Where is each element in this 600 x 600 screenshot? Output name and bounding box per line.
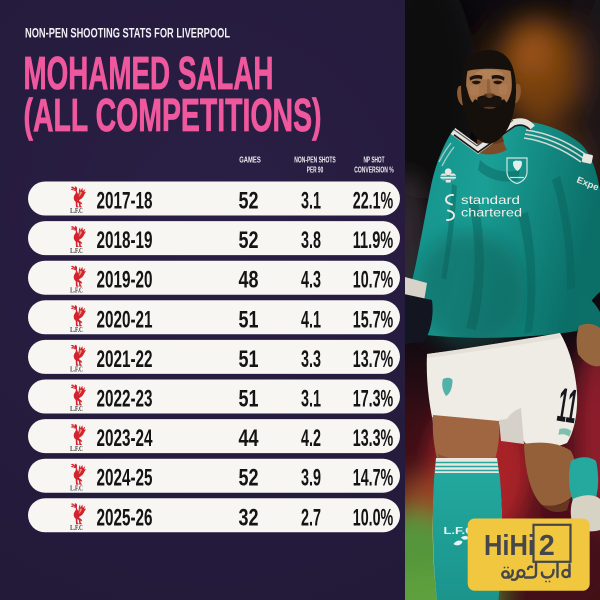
svg-text:3.1: 3.1 — [301, 386, 321, 413]
svg-text:4.1: 4.1 — [301, 306, 321, 333]
svg-text:51: 51 — [239, 386, 259, 413]
svg-text:L.F.C: L.F.C — [70, 483, 83, 492]
svg-text:2023-24: 2023-24 — [97, 425, 153, 452]
svg-text:L.F.C: L.F.C — [70, 246, 83, 255]
svg-text:chartered: chartered — [461, 206, 522, 220]
svg-text:2024-25: 2024-25 — [97, 465, 153, 492]
svg-text:13.3%: 13.3% — [353, 425, 394, 452]
svg-text:15.7%: 15.7% — [353, 306, 394, 333]
svg-text:NON-PEN SHOOTING STATS FOR LIV: NON-PEN SHOOTING STATS FOR LIVERPOOL — [25, 25, 230, 41]
svg-text:2019-20: 2019-20 — [97, 267, 153, 294]
svg-text:L.F.C: L.F.C — [70, 404, 83, 413]
svg-text:44: 44 — [239, 425, 259, 452]
svg-text:3.1: 3.1 — [301, 188, 321, 215]
svg-text:L.F.C: L.F.C — [70, 325, 83, 334]
svg-text:2021-22: 2021-22 — [97, 346, 153, 373]
svg-text:22.1%: 22.1% — [353, 188, 394, 215]
svg-text:32: 32 — [239, 504, 259, 531]
svg-text:3.3: 3.3 — [301, 346, 321, 373]
svg-text:standard: standard — [461, 193, 520, 207]
svg-text:4.2: 4.2 — [301, 425, 321, 452]
svg-text:14.7%: 14.7% — [353, 465, 394, 492]
svg-text:4.3: 4.3 — [301, 267, 321, 294]
svg-text:L.F.C: L.F.C — [70, 523, 83, 532]
svg-text:13.7%: 13.7% — [353, 346, 394, 373]
svg-text:(ALL COMPETITIONS): (ALL COMPETITIONS) — [24, 89, 322, 141]
svg-text:2: 2 — [539, 530, 555, 562]
svg-text:52: 52 — [239, 465, 259, 492]
svg-text:3.8: 3.8 — [301, 227, 321, 254]
svg-text:2017-18: 2017-18 — [97, 188, 153, 215]
svg-text:HiHi: HiHi — [484, 530, 535, 562]
svg-text:2018-19: 2018-19 — [97, 227, 153, 254]
svg-text:52: 52 — [239, 227, 259, 254]
svg-text:51: 51 — [239, 346, 259, 373]
svg-text:NP SHOT: NP SHOT — [364, 155, 385, 164]
svg-text:52: 52 — [239, 188, 259, 215]
svg-text:MOHAMED SALAH: MOHAMED SALAH — [24, 47, 274, 99]
svg-text:2022-23: 2022-23 — [97, 386, 153, 413]
svg-text:L.F.C: L.F.C — [70, 206, 83, 215]
svg-text:2.7: 2.7 — [301, 504, 321, 531]
svg-text:10.7%: 10.7% — [353, 267, 394, 294]
svg-text:L.F.C: L.F.C — [70, 285, 83, 294]
svg-text:GAMES: GAMES — [239, 155, 261, 164]
svg-text:17.3%: 17.3% — [353, 386, 394, 413]
svg-text:51: 51 — [239, 306, 259, 333]
svg-text:2020-21: 2020-21 — [97, 306, 153, 333]
svg-text:NON-PEN SHOTS: NON-PEN SHOTS — [294, 155, 336, 164]
svg-text:L.F.C: L.F.C — [70, 444, 83, 453]
svg-text:48: 48 — [239, 267, 259, 294]
svg-text:10.0%: 10.0% — [353, 504, 394, 531]
svg-text:L.F.C: L.F.C — [70, 365, 83, 374]
svg-text:11.9%: 11.9% — [353, 227, 394, 254]
svg-text:2025-26: 2025-26 — [97, 504, 153, 531]
svg-text:PER 90: PER 90 — [307, 166, 324, 175]
svg-text:L.F.C: L.F.C — [444, 525, 475, 537]
svg-text:CONVERSION %: CONVERSION % — [354, 166, 394, 175]
svg-text:3.9: 3.9 — [301, 465, 321, 492]
